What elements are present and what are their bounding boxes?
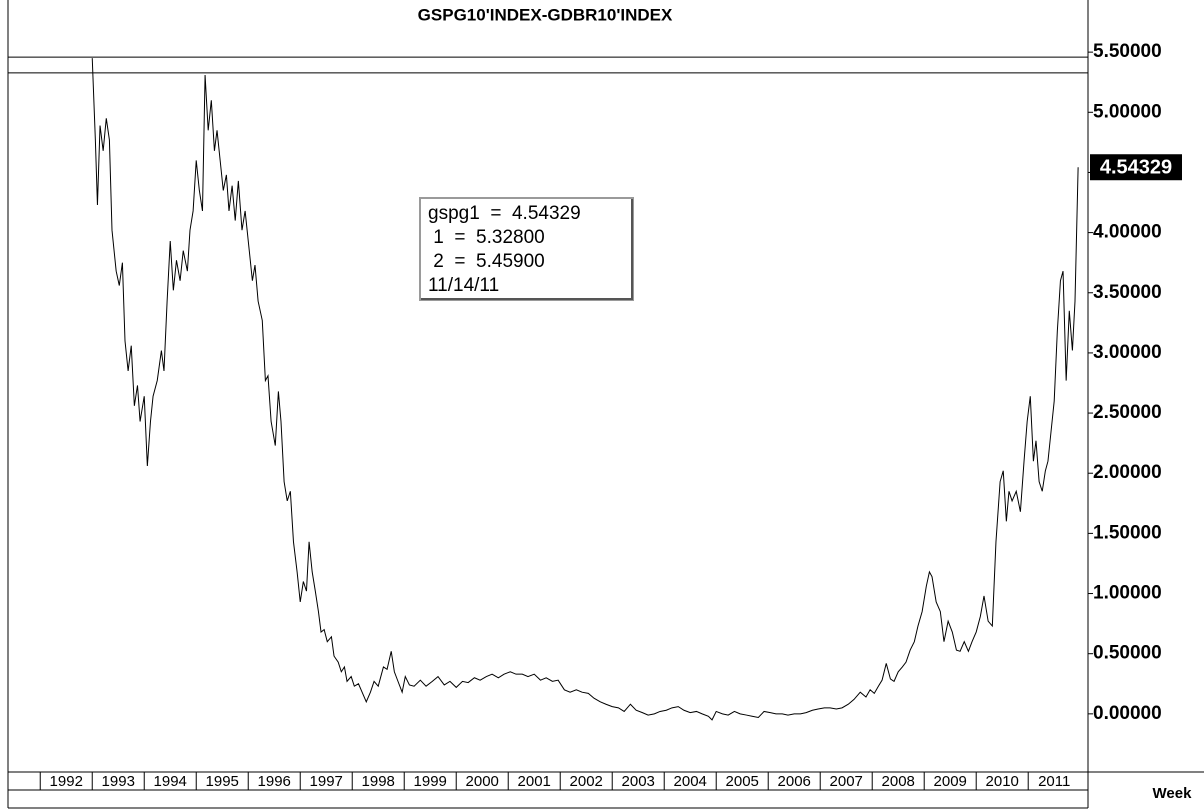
x-tick-label: 1993: [102, 773, 135, 790]
last-value-label: 4.54329: [1100, 157, 1172, 179]
info-text: 2 = 5.45900: [428, 251, 545, 272]
y-tick-label: 4.00000: [1093, 222, 1162, 243]
info-text: 11/14/11: [428, 275, 499, 296]
y-tick-label: 5.50000: [1093, 41, 1162, 62]
info-box: gspg1 = 4.54329 1 = 5.32800 2 = 5.45900 1…: [419, 197, 634, 301]
x-tick-label: 2003: [622, 773, 655, 790]
y-tick-label: 2.50000: [1093, 402, 1162, 423]
x-tick-label: 1997: [310, 773, 343, 790]
y-tick-label: 5.00000: [1093, 101, 1162, 122]
x-tick-label: 1992: [50, 773, 83, 790]
y-tick-label: 1.50000: [1093, 522, 1162, 543]
info-text: gspg1 = 4.54329: [428, 203, 581, 224]
x-tick-label: 1995: [206, 773, 239, 790]
info-text: 1 = 5.32800: [428, 227, 545, 248]
x-tick-label: 2005: [726, 773, 759, 790]
x-tick-label: 1994: [154, 773, 187, 790]
x-tick-label: 1996: [258, 773, 291, 790]
x-tick-label: 2000: [466, 773, 499, 790]
x-tick-label: 2004: [674, 773, 707, 790]
x-tick-label: 2002: [570, 773, 603, 790]
x-tick-label: 2011: [1038, 773, 1070, 790]
y-tick-label: 3.00000: [1093, 342, 1162, 363]
chart-title: GSPG10'INDEX-GDBR10'INDEX: [418, 5, 673, 24]
x-tick-label: 2010: [986, 773, 1019, 790]
x-tick-label: 2008: [882, 773, 915, 790]
x-tick-label: 2007: [830, 773, 863, 790]
x-tick-label: 1999: [414, 773, 447, 790]
y-tick-label: 3.50000: [1093, 282, 1162, 303]
y-tick-label: 0.50000: [1093, 643, 1162, 664]
line-series: [91, 58, 1079, 721]
y-tick-label: 1.00000: [1093, 583, 1162, 604]
x-tick-label: 1998: [362, 773, 395, 790]
x-tick-label: 2009: [934, 773, 967, 790]
x-tick-label: 2001: [518, 773, 551, 790]
last-value-box: [1090, 154, 1182, 181]
y-tick-label: 0.00000: [1093, 703, 1162, 724]
y-tick-label: 2.00000: [1093, 462, 1162, 483]
x-unit-label: Week: [1153, 785, 1193, 802]
x-tick-label: 2006: [778, 773, 811, 790]
